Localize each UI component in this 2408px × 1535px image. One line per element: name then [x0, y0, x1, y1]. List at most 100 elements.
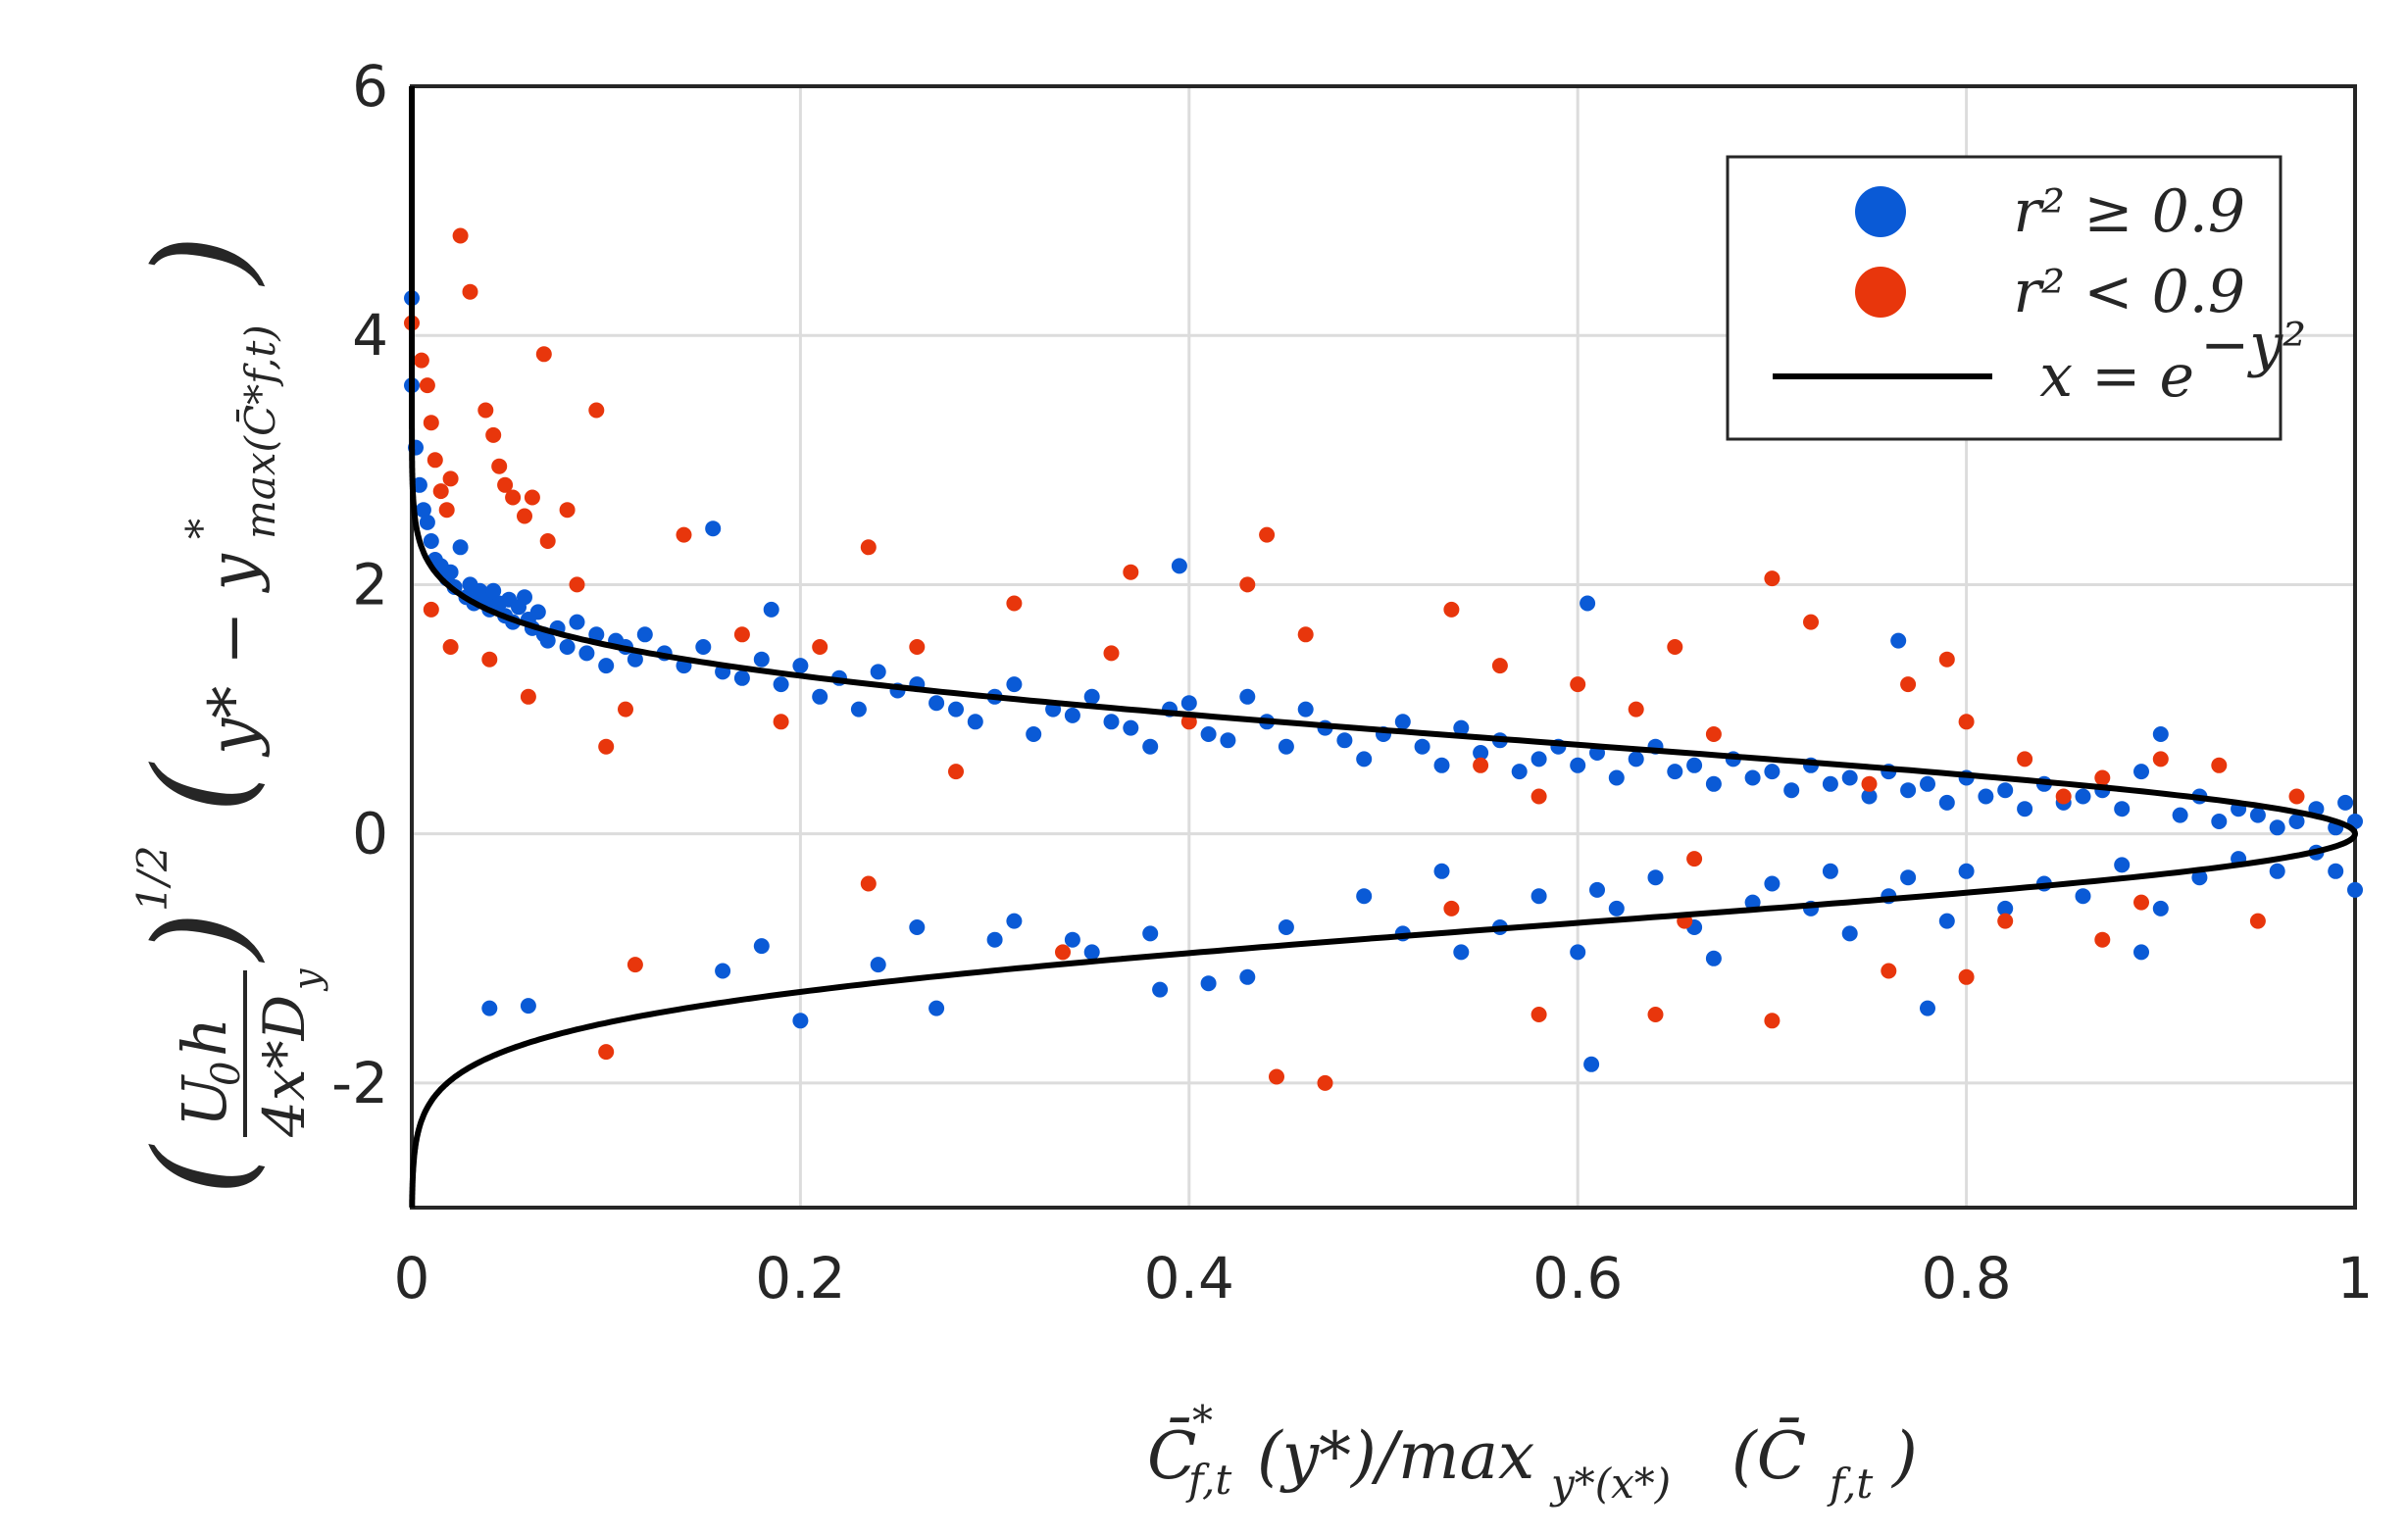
scatter-point-low-r2: [2288, 788, 2305, 805]
ylabel-rparen2: ): [126, 234, 276, 287]
scatter-point-low-r2: [627, 957, 643, 973]
scatter-point-low-r2: [1667, 639, 1683, 655]
scatter-point-high-r2: [1764, 875, 1781, 892]
scatter-point-low-r2: [909, 639, 926, 655]
xlabel-mid: (y*)/max: [1257, 1418, 1534, 1494]
scatter-point-low-r2: [860, 875, 877, 892]
legend-marker-red: [1855, 267, 1906, 318]
scatter-point-high-r2: [753, 938, 770, 955]
scatter-point-low-r2: [462, 283, 478, 300]
scatter-point-high-r2: [1414, 738, 1430, 755]
scatter-point-high-r2: [948, 701, 964, 718]
scatter-point-low-r2: [1958, 968, 1975, 985]
x-tick-label: 0.4: [1144, 1245, 1234, 1312]
scatter-point-high-r2: [1570, 757, 1586, 773]
scatter-point-low-r2: [438, 502, 455, 519]
scatter-point-low-r2: [1259, 526, 1276, 543]
scatter-point-high-r2: [423, 533, 439, 549]
scatter-point-high-r2: [753, 651, 770, 668]
scatter-point-high-r2: [1705, 950, 1722, 966]
scatter-point-high-r2: [763, 601, 779, 618]
scatter-point-high-r2: [1152, 981, 1169, 998]
scatter-point-high-r2: [2211, 814, 2228, 829]
scatter-point-high-r2: [1570, 944, 1586, 961]
xlabel-sup: *: [1192, 1397, 1213, 1445]
scatter-point-high-r2: [1783, 782, 1800, 799]
scatter-point-high-r2: [1997, 900, 2014, 916]
scatter-point-high-r2: [578, 645, 595, 662]
scatter-point-low-r2: [676, 526, 692, 543]
scatter-point-high-r2: [1861, 788, 1878, 805]
scatter-point-high-r2: [733, 669, 750, 686]
scatter-point-high-r2: [1473, 745, 1489, 761]
scatter-point-high-r2: [1064, 931, 1080, 948]
scatter-point-high-r2: [1841, 769, 1858, 786]
scatter-point-low-r2: [1803, 614, 1819, 630]
legend-label-3: x = e: [2039, 342, 2194, 411]
scatter-point-high-r2: [1667, 764, 1683, 780]
scatter-point-low-r2: [1123, 564, 1139, 580]
scatter-point-low-r2: [517, 508, 532, 524]
scatter-point-high-r2: [2269, 863, 2285, 879]
ylabel-rparen: ): [126, 911, 276, 964]
x-tick-label: 0.6: [1532, 1245, 1623, 1312]
scatter-point-high-r2: [1900, 869, 1917, 886]
scatter-point-low-r2: [1764, 570, 1781, 587]
scatter-point-low-r2: [524, 489, 540, 506]
scatter-point-high-r2: [2133, 764, 2149, 780]
scatter-point-high-r2: [2152, 900, 2169, 916]
scatter-point-high-r2: [1583, 1056, 1600, 1072]
scatter-point-high-r2: [773, 676, 789, 693]
scatter-point-high-r2: [1083, 688, 1100, 705]
scatter-point-low-r2: [419, 377, 435, 394]
scatter-point-high-r2: [1744, 769, 1761, 786]
scatter-point-high-r2: [1744, 894, 1761, 911]
scatter-point-high-r2: [1064, 707, 1080, 723]
scatter-point-low-r2: [1705, 726, 1722, 742]
scatter-point-high-r2: [2075, 788, 2091, 805]
scatter-point-high-r2: [1958, 863, 1975, 879]
scatter-point-high-r2: [1278, 919, 1294, 935]
x-tick-label: 0.8: [1921, 1245, 2011, 1312]
scatter-point-low-r2: [598, 738, 615, 755]
scatter-point-high-r2: [1764, 764, 1781, 780]
scatter-point-low-r2: [1055, 944, 1071, 961]
scatter-point-high-r2: [2152, 726, 2169, 742]
scatter-point-low-r2: [1764, 1013, 1781, 1029]
scatter-point-high-r2: [442, 564, 459, 580]
scatter-point-low-r2: [1103, 645, 1120, 662]
scatter-point-high-r2: [2114, 857, 2131, 873]
scatter-point-high-r2: [1123, 719, 1139, 736]
scatter-point-low-r2: [423, 415, 439, 431]
ylabel-lparen2: (: [126, 762, 276, 814]
scatter-point-high-r2: [1705, 775, 1722, 792]
y-tick-label: -2: [331, 1050, 388, 1116]
scatter-point-high-r2: [1822, 863, 1838, 879]
scatter-point-high-r2: [1433, 757, 1450, 773]
scatter-point-low-r2: [2211, 757, 2228, 773]
scatter-point-high-r2: [1453, 719, 1470, 736]
scatter-point-high-r2: [986, 931, 1003, 948]
scatter-point-high-r2: [598, 658, 615, 674]
scatter-point-high-r2: [636, 626, 653, 643]
scatter-point-low-r2: [1900, 676, 1917, 693]
scatter-point-low-r2: [598, 1044, 615, 1061]
scatter-point-high-r2: [419, 514, 435, 530]
scatter-point-low-r2: [452, 227, 469, 244]
scatter-point-low-r2: [1530, 788, 1547, 805]
scatter-point-high-r2: [1530, 751, 1547, 768]
ylabel-den: 4x*D: [251, 995, 318, 1138]
scatter-point-low-r2: [413, 352, 429, 369]
scatter-point-low-r2: [1297, 626, 1314, 643]
x-tick-label: 0.2: [755, 1245, 845, 1312]
scatter-point-high-r2: [1938, 794, 1955, 811]
xlabel-end: (C̄: [1731, 1418, 1806, 1494]
scatter-point-low-r2: [1570, 676, 1586, 693]
scatter-point-high-r2: [705, 520, 722, 537]
scatter-point-high-r2: [792, 658, 809, 674]
scatter-point-low-r2: [1628, 701, 1644, 718]
scatter-point-high-r2: [1530, 888, 1547, 905]
scatter-point-high-r2: [792, 1013, 809, 1029]
scatter-point-low-r2: [426, 452, 443, 469]
gaussian-curve: [409, 86, 2359, 1209]
